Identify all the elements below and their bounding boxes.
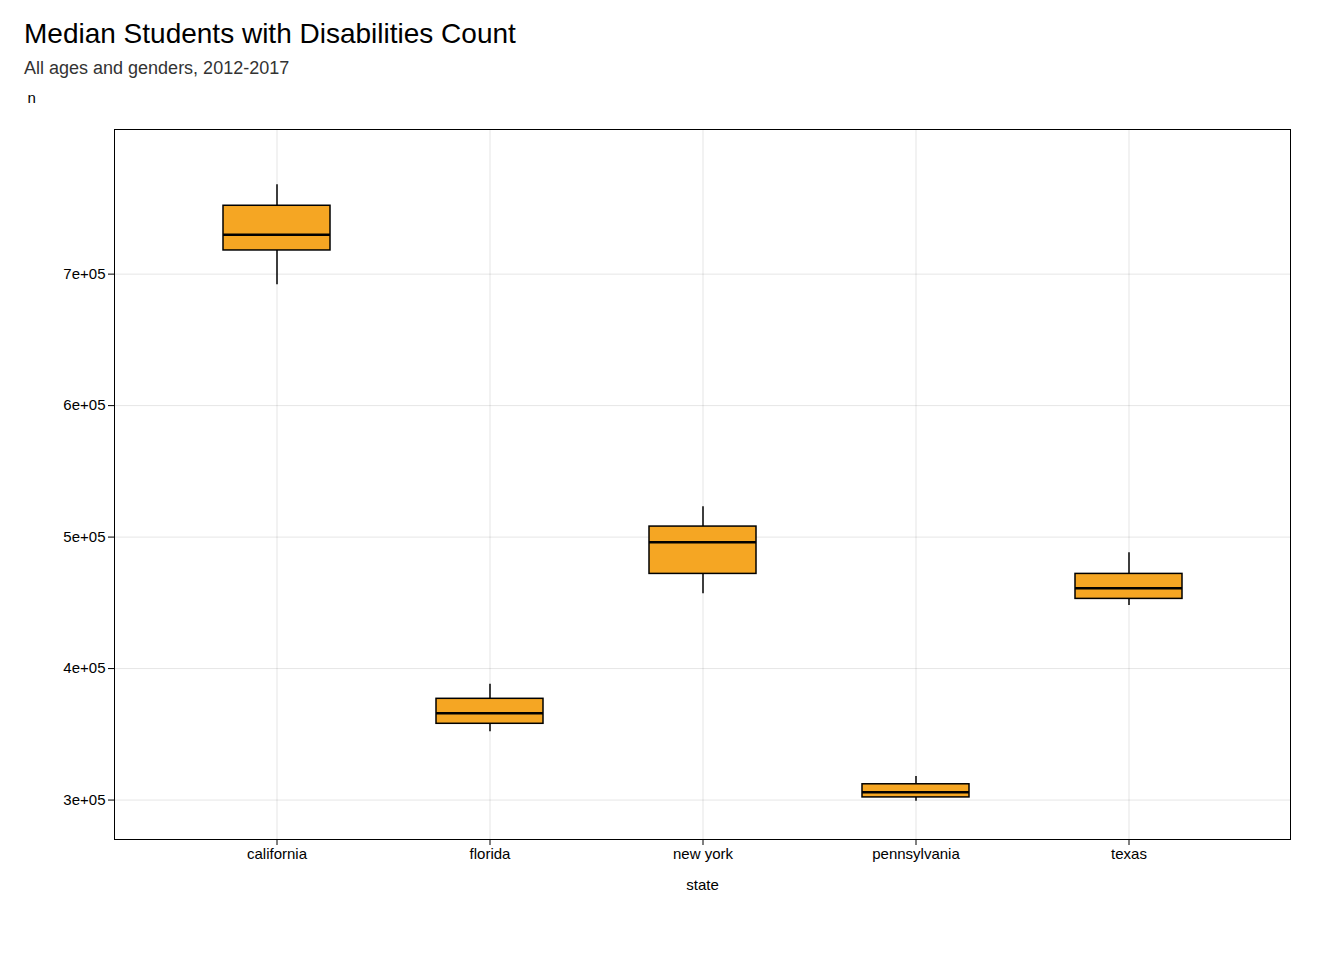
svg-text:texas: texas [1111,845,1147,862]
svg-text:3e+05: 3e+05 [63,791,105,808]
svg-text:california: california [247,845,308,862]
html-text:Median Students with Disabilit: Median Students with Disabilities Count [24,18,516,49]
svg-text:4e+05: 4e+05 [63,659,105,676]
svg-text:florida: florida [470,845,512,862]
svg-text:6e+05: 6e+05 [63,396,105,413]
svg-text:5e+05: 5e+05 [63,528,105,545]
svg-text:new york: new york [673,845,734,862]
svg-text:n: n [28,89,36,106]
svg-text:7e+05: 7e+05 [63,265,105,282]
html-text:All ages and genders, 2012-201: All ages and genders, 2012-2017 [24,58,290,78]
svg-text:state: state [686,876,719,893]
svg-text:pennsylvania: pennsylvania [872,845,960,862]
